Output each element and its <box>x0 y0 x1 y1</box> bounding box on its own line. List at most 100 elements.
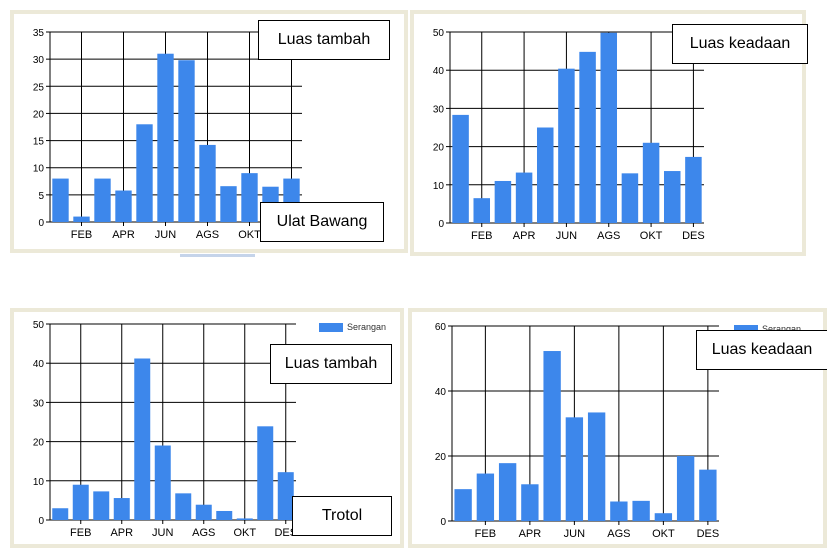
bar-mei <box>536 127 554 223</box>
bar-feb <box>73 216 90 222</box>
x-tick-label: FEB <box>475 528 496 540</box>
callout-luas-keadaan-2: Luas keadaan <box>696 330 827 370</box>
bar-jul <box>178 60 195 222</box>
y-tick-label: 35 <box>33 28 45 39</box>
callout-luas-tambah-2: Luas tambah <box>270 344 392 384</box>
bar-jan <box>52 178 69 222</box>
legend-label: Serangan <box>347 322 387 332</box>
bar-feb <box>473 198 491 223</box>
bar-ags <box>195 504 212 520</box>
y-tick-label: 50 <box>433 28 445 39</box>
bar-sep <box>621 173 639 223</box>
x-tick-label: AGS <box>192 527 215 539</box>
bar-apr <box>113 498 130 520</box>
x-tick-label: JUN <box>152 527 173 539</box>
bar-mar <box>494 180 512 223</box>
legend-label: Serangan <box>762 324 802 334</box>
y-tick-label: 30 <box>433 104 445 115</box>
x-tick-label: AGS <box>196 229 219 241</box>
x-tick-label: FEB <box>71 229 92 241</box>
callout-luas-keadaan-1: Luas keadaan <box>672 24 808 64</box>
bar-mei <box>134 358 151 520</box>
bar-okt <box>236 518 253 520</box>
bar-okt <box>642 142 660 223</box>
y-tick-label: 20 <box>33 109 45 120</box>
chart-3-svg: 0 10 20 30 40 50 FEB APR JUN AGS OKT DES <box>33 320 297 539</box>
y-tick-label: 20 <box>435 452 447 463</box>
bar-des <box>699 469 717 521</box>
y-tick-label: 0 <box>438 219 444 230</box>
bar-apr <box>521 484 539 521</box>
bar-mei <box>136 124 153 222</box>
bar-sep <box>216 510 233 520</box>
callout-trotol: Trotol <box>292 496 392 536</box>
bar-des <box>277 472 294 520</box>
bar-mar <box>498 463 517 521</box>
bar-jan <box>52 508 69 520</box>
bar-jul <box>587 412 606 521</box>
bar-nov <box>257 426 274 520</box>
x-tick-label: OKT <box>652 528 675 540</box>
bar-mar <box>94 178 111 222</box>
x-tick-label: DES <box>697 528 720 540</box>
legend-swatch <box>319 322 343 332</box>
x-tick-label: AGS <box>607 528 630 540</box>
y-tick-label: 30 <box>33 398 45 409</box>
bar-apr <box>515 172 533 223</box>
callout-luas-tambah-1: Luas tambah <box>258 20 390 60</box>
legend-swatch <box>734 324 758 334</box>
x-tick-label: FEB <box>70 527 91 539</box>
chart-panel-1: 0 5 10 15 20 25 30 35 FEB APR JUN AGS OKT Luas tamba… <box>10 10 408 253</box>
bar-jun <box>154 445 171 520</box>
legend: Serangan <box>734 324 801 334</box>
bar-nov <box>676 456 695 521</box>
y-tick-label: 20 <box>33 438 45 449</box>
x-tick-label: AGS <box>597 230 620 242</box>
y-tick-label: 10 <box>33 477 45 488</box>
bar-ags <box>600 32 618 223</box>
bar-feb <box>72 484 89 520</box>
bar-jan <box>454 489 472 521</box>
x-tick-label: APR <box>519 528 542 540</box>
bar-jul <box>579 51 596 223</box>
bar-mei <box>543 351 561 521</box>
legend: Serangan <box>319 322 386 332</box>
x-tick-label: JUN <box>155 229 176 241</box>
y-tick-label: 15 <box>33 137 45 148</box>
x-tick-label: OKT <box>640 230 663 242</box>
callout-ulat-bawang: Ulat Bawang <box>260 202 384 242</box>
bar-jun <box>565 417 584 521</box>
y-tick-label: 10 <box>33 164 45 175</box>
bar-okt <box>654 513 673 521</box>
bar-ags <box>610 501 628 521</box>
y-tick-label: 0 <box>38 218 44 229</box>
y-tick-label: 10 <box>433 181 445 192</box>
y-tick-label: 25 <box>33 82 45 93</box>
y-tick-label: 40 <box>433 66 445 77</box>
bar-jun <box>157 53 174 222</box>
y-tick-label: 20 <box>433 143 445 154</box>
bar-jan <box>452 114 469 223</box>
bar-jun <box>558 68 575 223</box>
chart-4-svg: 0 20 40 60 FEB APR JUN AGS OKT DES <box>435 322 720 540</box>
chart-panel-2: 0 10 20 30 40 50 FEB APR JUN AGS OKT DES Luas keada… <box>410 10 808 256</box>
y-tick-label: 60 <box>435 322 447 333</box>
chart-2-svg: 0 10 20 30 40 50 FEB APR JUN AGS OKT DES <box>433 28 705 242</box>
scroll-indicator <box>180 254 255 257</box>
y-tick-label: 30 <box>33 55 45 66</box>
y-tick-label: 40 <box>33 359 45 370</box>
x-tick-label: OKT <box>233 527 256 539</box>
bar-feb <box>476 473 495 521</box>
x-tick-label: APR <box>110 527 133 539</box>
bar-ags <box>199 144 216 222</box>
bar-nov <box>663 171 681 223</box>
x-tick-label: JUN <box>564 528 585 540</box>
x-tick-label: DES <box>682 230 705 242</box>
x-tick-label: DES <box>274 527 297 539</box>
y-tick-label: 0 <box>38 516 44 527</box>
bar-sep <box>632 500 650 521</box>
bar-apr <box>115 190 132 222</box>
y-tick-label: 50 <box>33 320 45 331</box>
chart-panel-4: 0 20 40 60 FEB APR JUN AGS OKT DES Serangan Luas … <box>408 308 827 548</box>
x-tick-label: FEB <box>471 230 492 242</box>
